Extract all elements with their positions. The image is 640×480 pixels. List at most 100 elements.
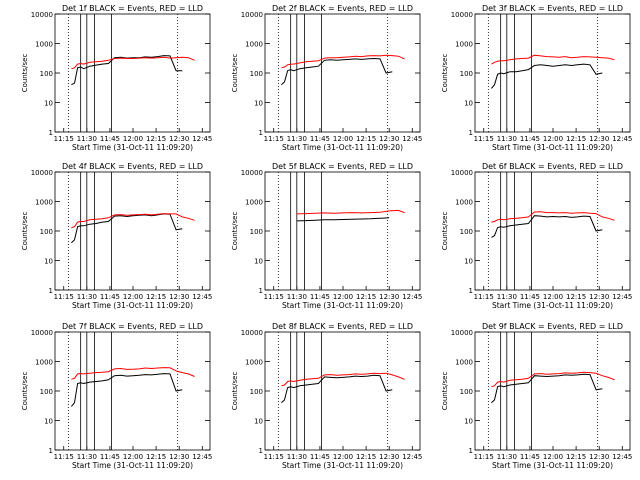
series-line-events: [281, 57, 393, 86]
x-tick-label: 12:45: [192, 135, 212, 143]
y-axis-label: Counts/sec: [441, 372, 449, 411]
series-line-lld: [71, 367, 195, 380]
y-axis-label: Counts/sec: [441, 54, 449, 93]
x-tick-label: 11:15: [264, 293, 284, 301]
y-tick-label: 1: [49, 287, 53, 295]
series-line-lld: [281, 372, 405, 387]
plot-frame: [54, 13, 211, 133]
y-tick-label: 1: [469, 129, 473, 137]
x-tick-label: 12:30: [589, 135, 609, 143]
y-tick-label: 100: [460, 388, 473, 396]
y-tick-label: 1000: [245, 359, 263, 367]
series-line-lld: [281, 54, 405, 69]
x-tick-label: 11:45: [310, 135, 330, 143]
x-tick-label: 11:30: [497, 135, 517, 143]
panel-title: Det 1f BLACK = Events, RED = LLD: [62, 4, 203, 13]
y-tick-label: 1: [259, 447, 263, 455]
x-tick-label: 12:30: [379, 453, 399, 461]
x-axis-label: Start Time (31-Oct-11 11:09:20): [492, 143, 613, 152]
series-line-events: [71, 373, 183, 407]
series-line-lld: [491, 211, 615, 223]
plot-frame: [54, 331, 211, 451]
plot-frame: [474, 171, 631, 291]
y-axis-label: Counts/sec: [21, 212, 29, 251]
plot-frame: [474, 331, 631, 451]
x-axis-label: Start Time (31-Oct-11 11:09:20): [72, 461, 193, 470]
panel-title: Det 4f BLACK = Events, RED = LLD: [62, 162, 203, 171]
x-tick-label: 12:00: [333, 293, 353, 301]
x-tick-label: 11:15: [54, 293, 74, 301]
y-axis-label: Counts/sec: [21, 54, 29, 93]
y-tick-label: 100: [460, 70, 473, 78]
series-line-events: [491, 373, 603, 404]
y-tick-label: 10000: [451, 329, 473, 337]
y-tick-label: 10000: [31, 11, 53, 19]
x-tick-label: 11:45: [100, 293, 120, 301]
x-tick-label: 12:45: [192, 293, 212, 301]
y-axis-label: Counts/sec: [231, 372, 239, 411]
y-axis-label: Counts/sec: [231, 212, 239, 251]
x-tick-label: 11:15: [474, 293, 494, 301]
x-axis-label: Start Time (31-Oct-11 11:09:20): [492, 461, 613, 470]
y-tick-label: 10: [254, 418, 263, 426]
x-axis-label: Start Time (31-Oct-11 11:09:20): [282, 143, 403, 152]
x-axis-label: Start Time (31-Oct-11 11:09:20): [72, 301, 193, 310]
series-line-events: [71, 213, 183, 244]
x-tick-label: 12:30: [589, 453, 609, 461]
x-tick-label: 11:30: [287, 293, 307, 301]
x-tick-label: 12:30: [379, 293, 399, 301]
series-line-events: [296, 217, 390, 222]
y-tick-label: 10000: [241, 169, 263, 177]
x-tick-label: 12:15: [566, 293, 586, 301]
plot-frame: [474, 13, 631, 133]
x-tick-label: 11:30: [497, 293, 517, 301]
y-tick-label: 1000: [455, 199, 473, 207]
x-tick-label: 12:30: [169, 293, 189, 301]
y-tick-label: 1000: [35, 41, 53, 49]
y-axis-label: Counts/sec: [231, 54, 239, 93]
y-tick-label: 10000: [31, 169, 53, 177]
y-tick-label: 1: [49, 129, 53, 137]
x-tick-label: 12:00: [333, 135, 353, 143]
x-tick-label: 12:15: [356, 293, 376, 301]
series-line-events: [491, 215, 603, 238]
x-tick-label: 12:45: [402, 453, 422, 461]
series-line-lld: [71, 213, 195, 229]
y-tick-label: 1000: [455, 41, 473, 49]
x-tick-label: 12:00: [333, 453, 353, 461]
x-tick-label: 12:15: [566, 453, 586, 461]
x-tick-label: 11:15: [474, 453, 494, 461]
series-line-events: [281, 374, 393, 404]
x-tick-label: 12:15: [146, 293, 166, 301]
x-tick-label: 11:45: [310, 293, 330, 301]
y-tick-label: 1000: [245, 41, 263, 49]
panel-title: Det 6f BLACK = Events, RED = LLD: [482, 162, 623, 171]
x-tick-label: 12:15: [566, 135, 586, 143]
x-tick-label: 12:30: [379, 135, 399, 143]
x-tick-label: 12:45: [612, 453, 632, 461]
plot-frame: [264, 171, 421, 291]
x-tick-label: 12:00: [543, 135, 563, 143]
series-line-lld: [491, 371, 615, 388]
x-tick-label: 12:00: [123, 135, 143, 143]
x-tick-label: 12:00: [543, 293, 563, 301]
y-tick-label: 10000: [31, 329, 53, 337]
y-tick-label: 1000: [455, 359, 473, 367]
y-tick-label: 10: [464, 100, 473, 108]
x-tick-label: 11:15: [264, 453, 284, 461]
x-tick-label: 11:30: [77, 293, 97, 301]
x-tick-label: 12:00: [123, 453, 143, 461]
x-tick-label: 12:45: [402, 135, 422, 143]
x-tick-label: 11:30: [77, 135, 97, 143]
x-tick-label: 12:45: [612, 293, 632, 301]
y-tick-label: 1: [469, 447, 473, 455]
series-line-lld: [71, 56, 195, 70]
x-tick-label: 12:15: [146, 135, 166, 143]
x-tick-label: 11:45: [100, 453, 120, 461]
plot-frame: [264, 331, 421, 451]
x-tick-label: 12:45: [402, 293, 422, 301]
y-tick-label: 1: [259, 287, 263, 295]
y-tick-label: 1000: [35, 199, 53, 207]
x-tick-label: 11:15: [474, 135, 494, 143]
y-tick-label: 10: [44, 418, 53, 426]
